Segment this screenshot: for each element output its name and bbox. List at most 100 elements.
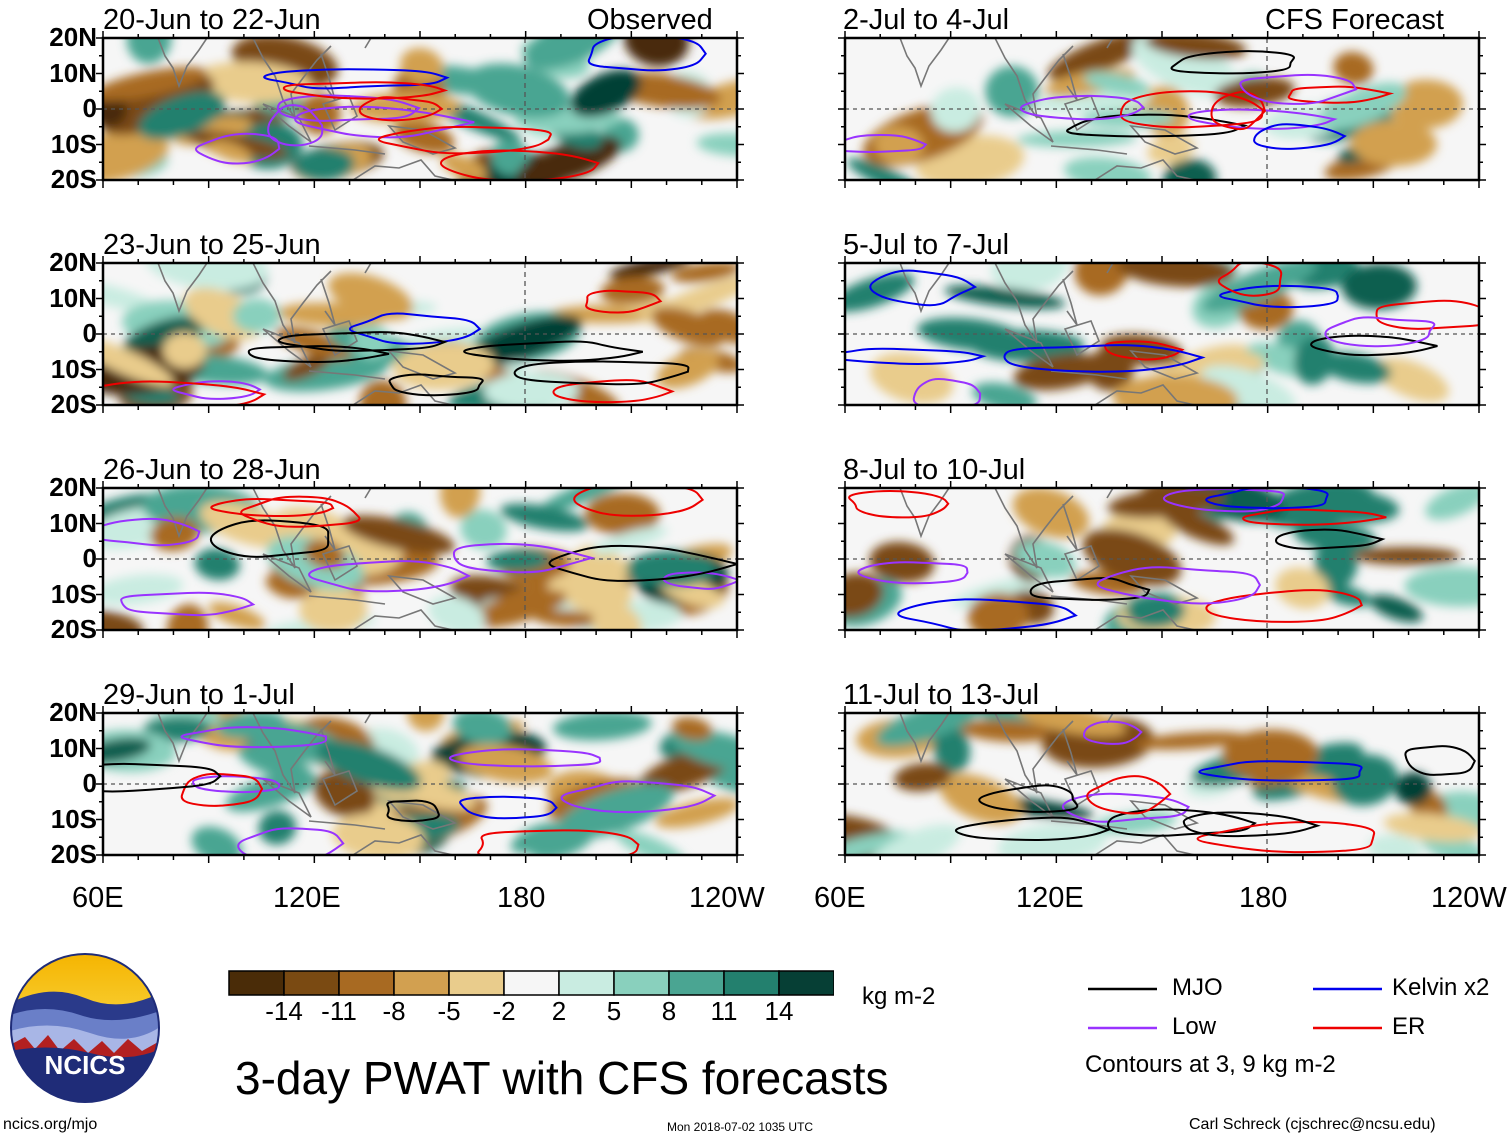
pwat-anomaly-blob xyxy=(1317,82,1407,131)
wave-contour xyxy=(1219,284,1339,309)
pwat-anomaly-blob xyxy=(845,831,910,855)
lat-label: 0 xyxy=(82,318,97,348)
wave-contour xyxy=(897,598,1078,630)
wave-contour xyxy=(267,104,324,147)
wave-contour xyxy=(1198,760,1363,782)
coastline xyxy=(1094,384,1196,405)
lon-label-60e-left: 60E xyxy=(72,882,124,914)
coastline xyxy=(157,263,208,314)
legend-low-label: Low xyxy=(1172,1013,1217,1040)
column-label-forecast: CFS Forecast xyxy=(1265,4,1444,36)
wave-contour xyxy=(978,784,1079,813)
pwat-anomaly-blob xyxy=(1331,754,1399,806)
wave-contour xyxy=(477,829,640,855)
coastline xyxy=(1106,38,1114,49)
pwat-anomaly-blob xyxy=(199,501,295,548)
pwat-anomaly-blob xyxy=(458,744,553,784)
lon-label-120w-left: 120W xyxy=(689,882,765,914)
pwat-anomaly-blob xyxy=(465,63,571,118)
coastline xyxy=(262,328,312,368)
pwat-anomaly-blob xyxy=(184,130,289,158)
colorbar-swatch xyxy=(613,970,670,996)
wave-contour xyxy=(1242,508,1387,526)
map-panel-observed-3 xyxy=(96,481,744,638)
pwat-anomaly-blob xyxy=(1404,567,1479,607)
colorbar-tick-label: -5 xyxy=(437,996,461,1026)
lat-label: 0 xyxy=(82,543,97,573)
wave-contour xyxy=(954,816,1112,842)
colorbar-tick-label: -2 xyxy=(492,996,516,1026)
pwat-anomaly-blob xyxy=(400,47,444,84)
pwat-anomaly-blob xyxy=(1214,77,1295,108)
coastline xyxy=(364,488,372,499)
panel-title-obs-3: 26-Jun to 28-Jun xyxy=(103,454,321,486)
pwat-anomaly-blob xyxy=(103,574,184,605)
lat-label: 20S xyxy=(50,839,97,869)
column-label-observed: Observed xyxy=(587,4,713,36)
wave-contour xyxy=(439,149,600,180)
lon-label-120e-right: 120E xyxy=(1016,882,1084,914)
coastline xyxy=(252,488,332,569)
map-panel-forecast-2 xyxy=(838,256,1486,413)
lat-label: 10S xyxy=(50,803,97,834)
units-label: kg m-2 xyxy=(862,983,936,1010)
panel-title-fcst-2: 5-Jul to 7-Jul xyxy=(843,229,1010,261)
coastline xyxy=(1062,53,1078,101)
wave-contour xyxy=(1104,340,1185,361)
wave-contour xyxy=(1205,488,1329,510)
pwat-anomaly-blob xyxy=(1074,263,1129,296)
wave-contour xyxy=(1066,113,1249,138)
pwat-anomaly-blob xyxy=(1367,834,1423,855)
pwat-anomaly-blob xyxy=(103,737,151,764)
wave-contour xyxy=(276,94,422,122)
pwat-anomaly-blob xyxy=(1369,594,1423,623)
coastline xyxy=(387,799,458,830)
pwat-anomaly-blob xyxy=(342,515,455,555)
map-panel-forecast-1 xyxy=(838,31,1486,188)
pwat-anomaly-blob xyxy=(1425,488,1479,520)
pwat-anomaly-blob xyxy=(428,595,485,630)
lat-label: 20N xyxy=(49,247,97,277)
colorbar-swatch xyxy=(228,970,285,996)
colorbar-swatch xyxy=(393,970,450,996)
panel-title-obs-1: 20-Jun to 22-Jun xyxy=(103,4,321,36)
pwat-anomaly-blob xyxy=(970,329,1085,362)
pwat-anomaly-blob xyxy=(166,604,209,630)
wave-contour xyxy=(449,748,602,768)
colorbar-swatch xyxy=(283,970,340,996)
pwat-anomaly-blob xyxy=(991,263,1069,292)
footer-timestamp: Mon 2018-07-02 1035 UTC xyxy=(667,1120,814,1134)
wave-contour xyxy=(869,269,978,307)
pwat-anomaly-blob xyxy=(1064,157,1152,180)
pwat-anomaly-blob xyxy=(671,263,737,283)
coastline xyxy=(352,834,454,855)
footer-url: ncics.org/mjo xyxy=(3,1116,98,1133)
wave-contour xyxy=(587,38,707,72)
pwat-anomaly-blob xyxy=(440,153,488,180)
wave-contour xyxy=(388,373,484,397)
coastline xyxy=(994,488,1074,569)
colorbar-tick-label: -8 xyxy=(382,996,406,1026)
pwat-anomaly-blob xyxy=(472,580,579,628)
pwat-anomaly-blob xyxy=(237,744,312,781)
wave-contour xyxy=(459,795,558,820)
wave-contour xyxy=(848,489,950,519)
pwat-anomaly-blob xyxy=(1200,365,1296,405)
pwat-anomaly-blob xyxy=(930,87,981,133)
pwat-anomaly-blob xyxy=(1284,263,1360,289)
pwat-anomaly-blob xyxy=(1252,742,1364,801)
pwat-anomaly-blob xyxy=(1107,488,1224,518)
pwat-anomaly-blob xyxy=(1016,130,1137,148)
pwat-anomaly-blob xyxy=(1383,813,1479,842)
pwat-anomaly-blob xyxy=(138,91,226,140)
pwat-anomaly-blob xyxy=(440,488,481,518)
coastline xyxy=(308,370,386,380)
pwat-anomaly-blob xyxy=(103,92,128,128)
map-panel-forecast-4 xyxy=(838,706,1486,863)
map-panel-observed-1 xyxy=(96,31,744,188)
pwat-anomaly-blob xyxy=(359,380,407,405)
pwat-anomaly-blob xyxy=(1341,263,1417,310)
pwat-anomaly-blob xyxy=(870,824,961,855)
coastline xyxy=(1063,545,1100,582)
coastline xyxy=(1062,728,1078,776)
